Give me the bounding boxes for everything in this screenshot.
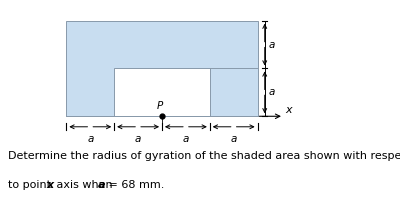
Text: a: a [230, 134, 237, 144]
Text: a: a [268, 87, 274, 97]
Text: a: a [268, 40, 274, 50]
Bar [114, 69, 210, 116]
Text: a: a [135, 134, 141, 144]
Text: P: P [156, 101, 163, 110]
Text: a: a [87, 134, 94, 144]
Text: = 68 mm.: = 68 mm. [105, 180, 164, 190]
Bar [66, 21, 258, 116]
Text: Determine the radius of gyration of the shaded area shown with respect: Determine the radius of gyration of the … [8, 151, 400, 161]
Text: a: a [183, 134, 189, 144]
Text: a: a [98, 180, 106, 190]
Text: axis when: axis when [53, 180, 116, 190]
Text: x: x [285, 105, 292, 115]
Text: x: x [46, 180, 53, 190]
Text: to point: to point [8, 180, 54, 190]
